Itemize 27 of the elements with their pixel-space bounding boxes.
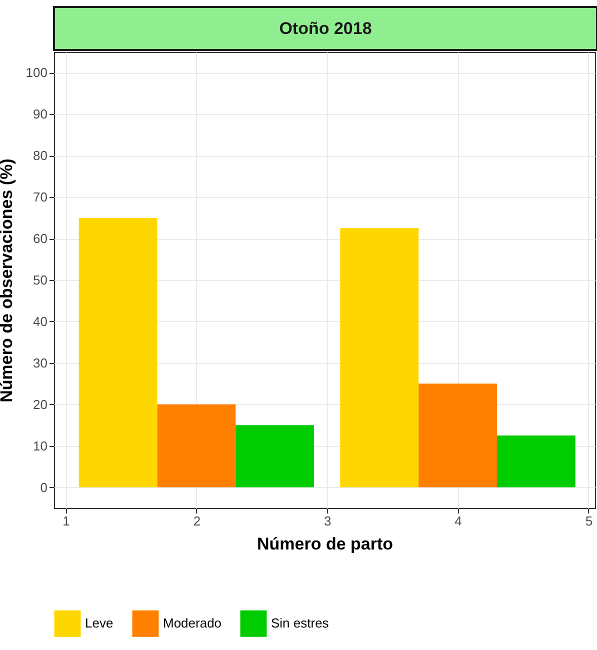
bar <box>340 228 419 488</box>
bar <box>418 384 497 488</box>
x-tick-label: 1 <box>62 514 70 528</box>
y-tick-label: 90 <box>33 106 48 122</box>
x-tick-label: 3 <box>324 514 332 528</box>
y-tick-label: 10 <box>33 438 48 454</box>
bar <box>496 435 576 488</box>
y-tick-label: 100 <box>26 65 48 80</box>
x-tick-label: 4 <box>454 514 462 528</box>
bar <box>236 425 314 488</box>
legend-label: Moderado <box>163 616 222 631</box>
y-tick-label: 20 <box>33 396 48 412</box>
y-tick-label: 80 <box>33 148 48 164</box>
x-tick-label: 2 <box>193 514 201 528</box>
y-tick-label: 40 <box>33 314 48 329</box>
y-tick-label: 50 <box>33 272 48 288</box>
bar <box>78 218 158 488</box>
y-tick-label: 60 <box>33 231 48 246</box>
x-tick-label: 5 <box>585 514 593 528</box>
chart-title: Otoño 2018 <box>53 6 597 51</box>
legend-label: Sin estres <box>271 616 330 631</box>
y-tick-label: 30 <box>33 355 48 370</box>
legend-label: Leve <box>85 616 114 631</box>
y-tick-label: 0 <box>40 480 48 495</box>
bar <box>157 404 236 488</box>
x-axis-title: Número de parto <box>256 534 394 554</box>
y-tick-label: 70 <box>33 190 48 205</box>
